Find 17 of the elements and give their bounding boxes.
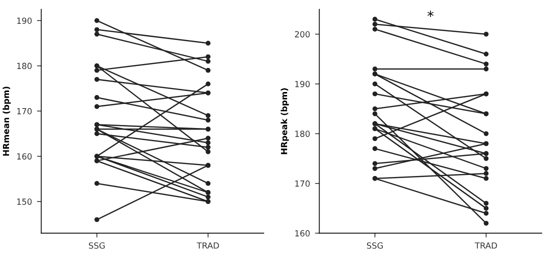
y-tick-label: 160 xyxy=(295,230,310,236)
annotation: * xyxy=(427,10,434,17)
y-tick-label: 180 xyxy=(17,62,32,70)
y-tick-label: 170 xyxy=(295,180,310,187)
x-tick-label: TRAD xyxy=(474,242,497,249)
y-tick-label: 190 xyxy=(295,80,310,88)
y-tick-label: 180 xyxy=(295,130,310,137)
y-tick-label: 160 xyxy=(17,153,32,160)
x-tick-label: TRAD xyxy=(196,242,219,249)
y-tick-label: 150 xyxy=(17,198,32,205)
x-tick-label: SSG xyxy=(88,242,105,249)
y-tick-label: 200 xyxy=(294,31,310,38)
x-tick-label: SSG xyxy=(366,242,383,249)
y-axis-title: HRmean (bpm) xyxy=(2,86,11,156)
y-tick-label: 190 xyxy=(17,18,32,24)
y-axis-title: HRpeak (bpm) xyxy=(280,88,289,154)
y-tick-label: 170 xyxy=(17,108,32,114)
